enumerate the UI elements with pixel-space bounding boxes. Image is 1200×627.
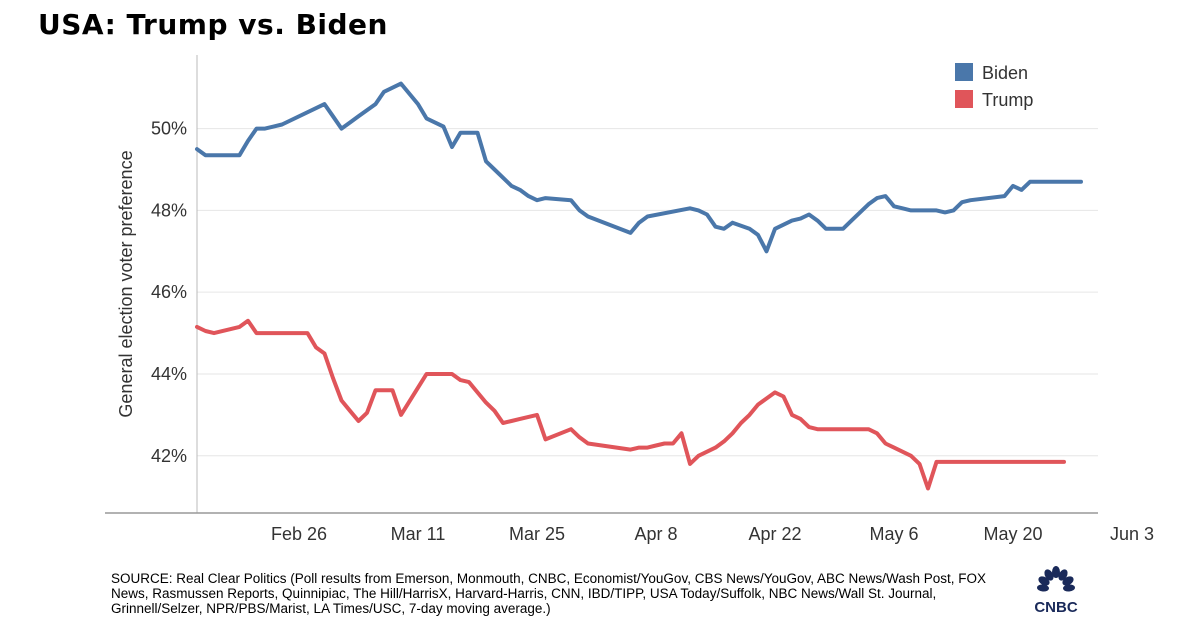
x-tick-label: Mar 25 bbox=[509, 524, 565, 544]
x-tick-label: Apr 8 bbox=[634, 524, 677, 544]
legend-swatch-trump bbox=[955, 90, 973, 108]
legend: Biden Trump bbox=[955, 63, 1033, 110]
series-line-trump bbox=[195, 318, 1066, 491]
x-tick-label: May 20 bbox=[983, 524, 1042, 544]
series-line-biden bbox=[195, 81, 1083, 254]
cnbc-logo: CNBC bbox=[1034, 566, 1078, 616]
x-tick-label: Mar 11 bbox=[391, 524, 446, 544]
x-axis-ticks: Feb 26 Mar 11 Mar 25 Apr 8 Apr 22 May 6 May 20… bbox=[271, 524, 1154, 544]
series-lines bbox=[195, 81, 1083, 491]
x-tick-label: Apr 22 bbox=[748, 524, 801, 544]
y-tick-label: 46% bbox=[151, 282, 187, 302]
x-tick-label: Jun 3 bbox=[1110, 524, 1154, 544]
legend-swatch-biden bbox=[955, 63, 973, 81]
x-tick-label: May 6 bbox=[869, 524, 918, 544]
legend-label-trump: Trump bbox=[982, 90, 1033, 110]
logo-wordmark: CNBC bbox=[1034, 599, 1077, 616]
y-tick-label: 44% bbox=[151, 364, 187, 384]
source-note: SOURCE: Real Clear Politics (Poll result… bbox=[111, 571, 987, 616]
chart-title: USA: Trump vs. Biden bbox=[38, 8, 388, 41]
y-tick-label: 42% bbox=[151, 446, 187, 466]
peacock-icon bbox=[1037, 566, 1075, 592]
y-axis-ticks: 42% 44% 46% 48% 50% bbox=[151, 119, 187, 466]
legend-label-biden: Biden bbox=[982, 63, 1028, 83]
line-chart: 42% 44% 46% 48% 50% Feb 26 Mar 11 Mar 25 Apr 8 A… bbox=[105, 55, 1154, 544]
y-axis-label: General election voter preference bbox=[116, 150, 136, 417]
y-tick-label: 50% bbox=[151, 119, 187, 139]
y-tick-label: 48% bbox=[151, 200, 187, 220]
gridlines bbox=[197, 128, 1098, 457]
x-tick-label: Feb 26 bbox=[271, 524, 327, 544]
axes bbox=[105, 55, 1098, 514]
